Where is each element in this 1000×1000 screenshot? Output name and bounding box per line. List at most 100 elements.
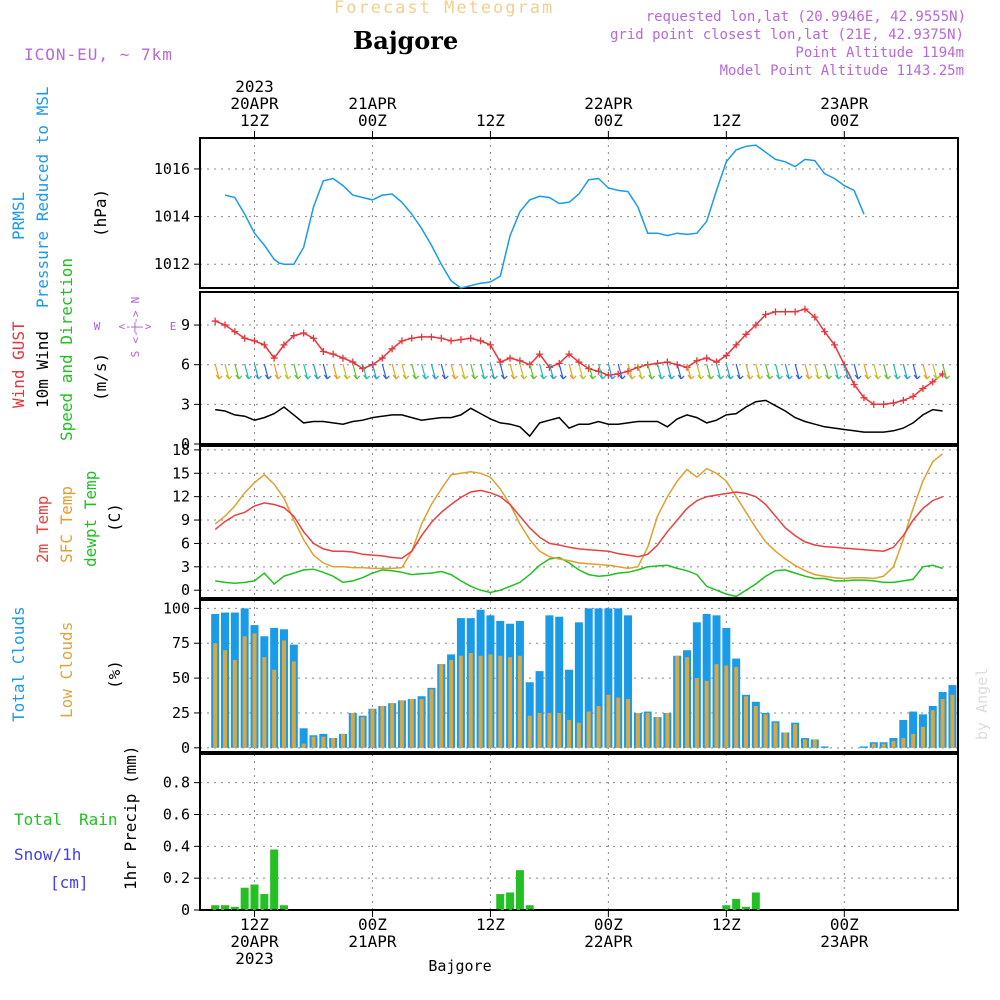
gust-point bbox=[290, 332, 298, 340]
low-cloud-bar bbox=[596, 705, 601, 748]
low-cloud-bar bbox=[557, 712, 562, 748]
total-cloud-bar bbox=[555, 616, 564, 748]
bottom-time-label: 12Z bbox=[712, 915, 741, 934]
gust-point bbox=[251, 337, 258, 345]
gust-point bbox=[585, 365, 593, 373]
low-cloud-bar bbox=[252, 633, 257, 748]
rain-bar bbox=[260, 894, 269, 910]
rain-bar bbox=[250, 884, 259, 910]
wind-direction-arrow bbox=[421, 363, 430, 380]
wind-direction-arrow bbox=[745, 363, 754, 380]
wind-direction-arrow bbox=[784, 363, 793, 380]
gust-point bbox=[781, 308, 789, 316]
rain-bar bbox=[211, 905, 220, 910]
precip-panel-labels: Total Rain Snow/1h [cm] 1hr Precip (mm) bbox=[14, 746, 140, 893]
model-altitude: Model Point Altitude 1143.25m bbox=[719, 63, 964, 79]
low-cloud-bar bbox=[360, 717, 365, 748]
wind-direction-arrow bbox=[617, 363, 626, 380]
rain-bar bbox=[230, 906, 239, 910]
wind-direction-arrow bbox=[735, 363, 744, 380]
gust-point bbox=[359, 365, 367, 373]
low-cloud-bar bbox=[645, 712, 650, 748]
total-cloud-bar bbox=[535, 671, 544, 748]
gust-point bbox=[319, 347, 327, 355]
label-ms: (m/s) bbox=[91, 353, 110, 401]
total-cloud-bar bbox=[594, 608, 603, 748]
gust-point bbox=[536, 350, 544, 358]
gust-point bbox=[762, 310, 770, 318]
rain-bar bbox=[515, 870, 524, 910]
wind-direction-arrow bbox=[371, 363, 380, 380]
footer-label: Bajgore bbox=[428, 957, 491, 975]
label-10m-wind: 10m Wind bbox=[33, 331, 52, 408]
low-cloud-bar bbox=[242, 636, 247, 748]
dewpt-line bbox=[215, 556, 943, 598]
low-cloud-bar bbox=[291, 661, 296, 748]
wind-direction-arrow bbox=[273, 363, 282, 380]
wind-direction-arrow bbox=[253, 363, 262, 380]
low-cloud-bar bbox=[419, 699, 424, 748]
low-cloud-bar bbox=[468, 652, 473, 748]
gust-point bbox=[703, 354, 711, 362]
wind-direction-arrow bbox=[627, 363, 636, 380]
low-cloud-bar bbox=[675, 655, 680, 748]
clouds-panel-labels: Total Clouds Low Clouds (%) bbox=[9, 606, 124, 722]
label-1hr-precip: 1hr Precip (mm) bbox=[121, 746, 140, 891]
pressure-panel-labels: PRMSL Pressure Reduced to MSL (hPa) bbox=[9, 86, 110, 308]
panel-4: 0 25 50 75 100 bbox=[163, 599, 959, 757]
gust-point bbox=[339, 354, 347, 362]
wind-direction-arrow bbox=[676, 363, 685, 380]
y-tick-label: 50 bbox=[172, 669, 190, 687]
gust-point bbox=[830, 341, 838, 349]
low-cloud-bar bbox=[655, 717, 660, 748]
y-tick-label: 0 bbox=[181, 435, 190, 453]
wind-direction-arrow bbox=[696, 363, 705, 380]
wind-direction-arrow bbox=[765, 363, 774, 380]
label-c: (C) bbox=[105, 503, 124, 532]
label-total: Total bbox=[14, 810, 62, 829]
total-cloud-bar bbox=[820, 746, 829, 748]
label-low-clouds: Low Clouds bbox=[57, 622, 76, 718]
low-cloud-bar bbox=[508, 657, 513, 748]
total-cloud-bar bbox=[565, 669, 574, 748]
wind-direction-arrow bbox=[814, 363, 823, 380]
low-cloud-bar bbox=[714, 664, 719, 748]
wind-direction-arrow bbox=[470, 363, 479, 380]
low-cloud-bar bbox=[724, 665, 729, 748]
gust-point bbox=[850, 381, 858, 389]
low-cloud-bar bbox=[567, 719, 572, 748]
low-cloud-bar bbox=[783, 732, 788, 748]
low-cloud-bar bbox=[793, 724, 798, 748]
sfc-temp-line bbox=[214, 453, 944, 580]
top-time-label: 2023 bbox=[235, 77, 274, 96]
low-cloud-bar bbox=[881, 743, 886, 748]
y-tick-label: 25 bbox=[172, 704, 190, 722]
top-time-label: 12Z bbox=[712, 111, 741, 130]
label-hpa: (hPa) bbox=[91, 189, 110, 237]
temp-panel-labels: 2m Temp SFC Temp dewpt Temp (C) bbox=[33, 471, 124, 567]
model-label: ICON-EU, ~ 7km bbox=[24, 45, 173, 64]
wind-direction-arrow bbox=[283, 363, 292, 380]
label-total-clouds: Total Clouds bbox=[9, 606, 28, 722]
gust-point bbox=[811, 313, 819, 321]
low-cloud-bar bbox=[488, 654, 493, 748]
gust-point bbox=[221, 321, 229, 329]
gust-point bbox=[860, 394, 868, 402]
gust-point bbox=[791, 308, 799, 316]
total-cloud-bar bbox=[545, 615, 554, 748]
bottom-time-label: 00Z bbox=[358, 915, 387, 934]
total-cloud-bar bbox=[604, 608, 613, 748]
gust-point bbox=[506, 354, 514, 362]
wind-direction-arrow bbox=[666, 363, 675, 380]
low-cloud-bar bbox=[213, 643, 218, 748]
bottom-time-label: 20APR bbox=[230, 932, 279, 951]
compass-rose: N W <-|-> E <-|-> S bbox=[94, 297, 177, 358]
low-cloud-bar bbox=[891, 740, 896, 748]
y-tick-label: 3 bbox=[181, 395, 190, 413]
compass-e: E bbox=[170, 320, 177, 333]
low-cloud-bar bbox=[281, 640, 286, 748]
y-tick-label: 100 bbox=[163, 599, 190, 617]
y-tick-label: 0.2 bbox=[163, 869, 190, 887]
